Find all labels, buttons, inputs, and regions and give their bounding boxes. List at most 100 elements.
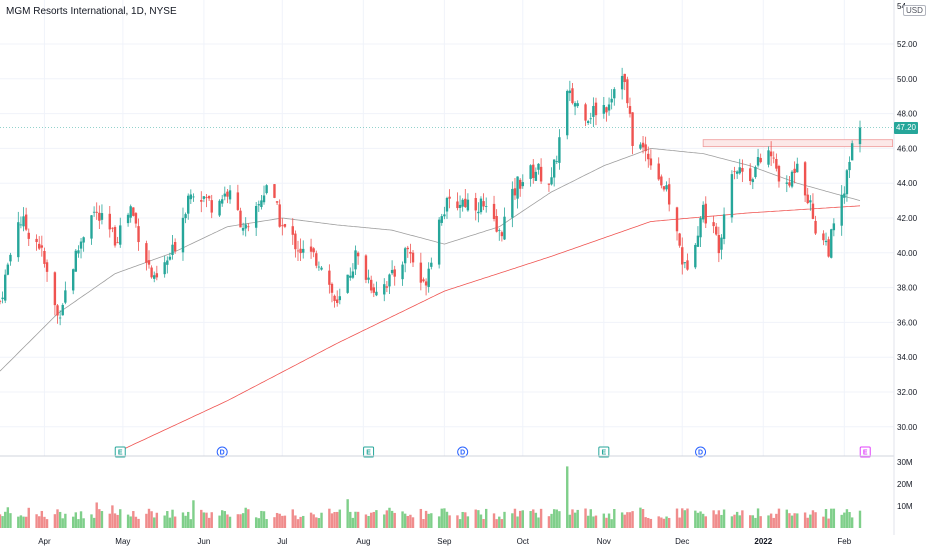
volume-bar	[607, 513, 611, 528]
candle-body	[733, 171, 736, 173]
dividend-marker	[216, 446, 228, 458]
volume-bar	[244, 507, 247, 528]
candle-body	[675, 207, 679, 232]
candle-body	[187, 195, 190, 214]
price-tick-label: 52.00	[897, 40, 918, 49]
volume-bar	[202, 512, 206, 528]
candle-body	[98, 212, 101, 221]
candle-body	[694, 244, 697, 268]
candle-body	[461, 199, 464, 207]
volume-bars	[0, 466, 862, 528]
volume-bar	[294, 515, 297, 528]
volume-bar	[568, 514, 572, 528]
candle-body	[547, 183, 551, 185]
volume-bar	[660, 517, 663, 528]
volume-bar	[145, 513, 148, 528]
volume-bar	[811, 510, 815, 528]
volume-bar	[592, 516, 595, 528]
candle-body	[273, 184, 276, 198]
volume-bar	[858, 510, 862, 528]
candle-body	[552, 159, 556, 178]
volume-bar	[424, 510, 428, 528]
candle-body	[333, 295, 336, 301]
candle-body	[220, 199, 224, 204]
volume-bar	[720, 514, 723, 528]
candle-body	[662, 186, 666, 190]
volume-bar	[759, 516, 762, 528]
candle-body	[356, 252, 360, 257]
volume-bar	[631, 511, 634, 528]
volume-bar	[320, 512, 323, 528]
candle-body	[806, 194, 809, 204]
candle-body	[686, 260, 689, 270]
candle-body	[822, 233, 825, 241]
candle-body	[200, 199, 203, 202]
candle-body	[537, 163, 540, 170]
volume-bar	[155, 512, 159, 528]
volume-tick-label: 20M	[897, 480, 913, 489]
candle-body	[79, 241, 83, 249]
volume-bar	[247, 509, 250, 528]
candle-body	[9, 254, 12, 262]
volume-bar	[537, 517, 540, 528]
volume-bar	[796, 513, 799, 528]
earnings-marker	[598, 446, 610, 458]
volume-bar	[207, 517, 211, 528]
volume-bar	[74, 512, 78, 528]
candle-body	[119, 225, 122, 245]
volume-bar	[754, 517, 757, 528]
volume-bar	[558, 511, 561, 528]
volume-bar	[317, 518, 321, 528]
candle-body	[458, 204, 462, 208]
volume-bar	[777, 508, 781, 528]
candle-body	[236, 192, 240, 210]
volume-bar	[168, 517, 172, 528]
time-axis[interactable]: Apr May Jun Jul Aug Sep Oct Nov Dec 2022 Feb	[38, 537, 852, 546]
last-price-tag: 47.20	[894, 122, 918, 134]
candle-body	[247, 226, 250, 228]
candle-body	[192, 196, 195, 198]
candle-body	[623, 73, 626, 83]
candle-body	[145, 243, 148, 263]
earnings-marker	[363, 446, 375, 458]
candle-body	[184, 214, 187, 219]
volume-bar	[539, 508, 543, 528]
volume-bar	[850, 517, 854, 528]
volume-bar	[64, 513, 67, 528]
volume-bar	[741, 510, 744, 528]
time-tick-label: 2022	[754, 537, 772, 546]
price-tick-label: 30.00	[897, 423, 918, 432]
candle-body	[171, 244, 174, 255]
volume-bar	[712, 510, 715, 528]
candle-body	[108, 213, 111, 230]
candle-body	[17, 222, 20, 258]
candle-body	[403, 248, 407, 264]
volume-bar	[427, 513, 430, 528]
candle-body	[464, 198, 467, 208]
volume-bar	[482, 518, 485, 528]
volume-bar	[22, 516, 25, 528]
currency-badge[interactable]: USD	[903, 5, 926, 16]
candle-body	[218, 200, 221, 216]
candle-body	[74, 250, 78, 272]
candle-body	[64, 290, 67, 303]
candle-body	[550, 177, 553, 185]
volume-bar	[24, 516, 28, 528]
volume-bar	[205, 512, 208, 528]
candle-body	[534, 171, 538, 181]
volume-bar	[200, 509, 203, 528]
candle-body	[477, 211, 480, 214]
candle-body	[448, 196, 451, 199]
volume-bar	[315, 517, 318, 528]
candle-body	[385, 286, 389, 288]
candle-body	[772, 157, 775, 159]
volume-bar	[312, 514, 315, 528]
volume-bar	[466, 516, 470, 528]
volume-bar	[571, 509, 574, 528]
volume-bar	[521, 510, 524, 528]
volume-bar	[495, 519, 498, 528]
volume-bar	[184, 515, 187, 528]
price-axis[interactable]: 30.00 32.00 34.00 36.00 38.00 40.00 42.00 44.00…	[897, 2, 918, 432]
volume-bar	[108, 513, 111, 528]
